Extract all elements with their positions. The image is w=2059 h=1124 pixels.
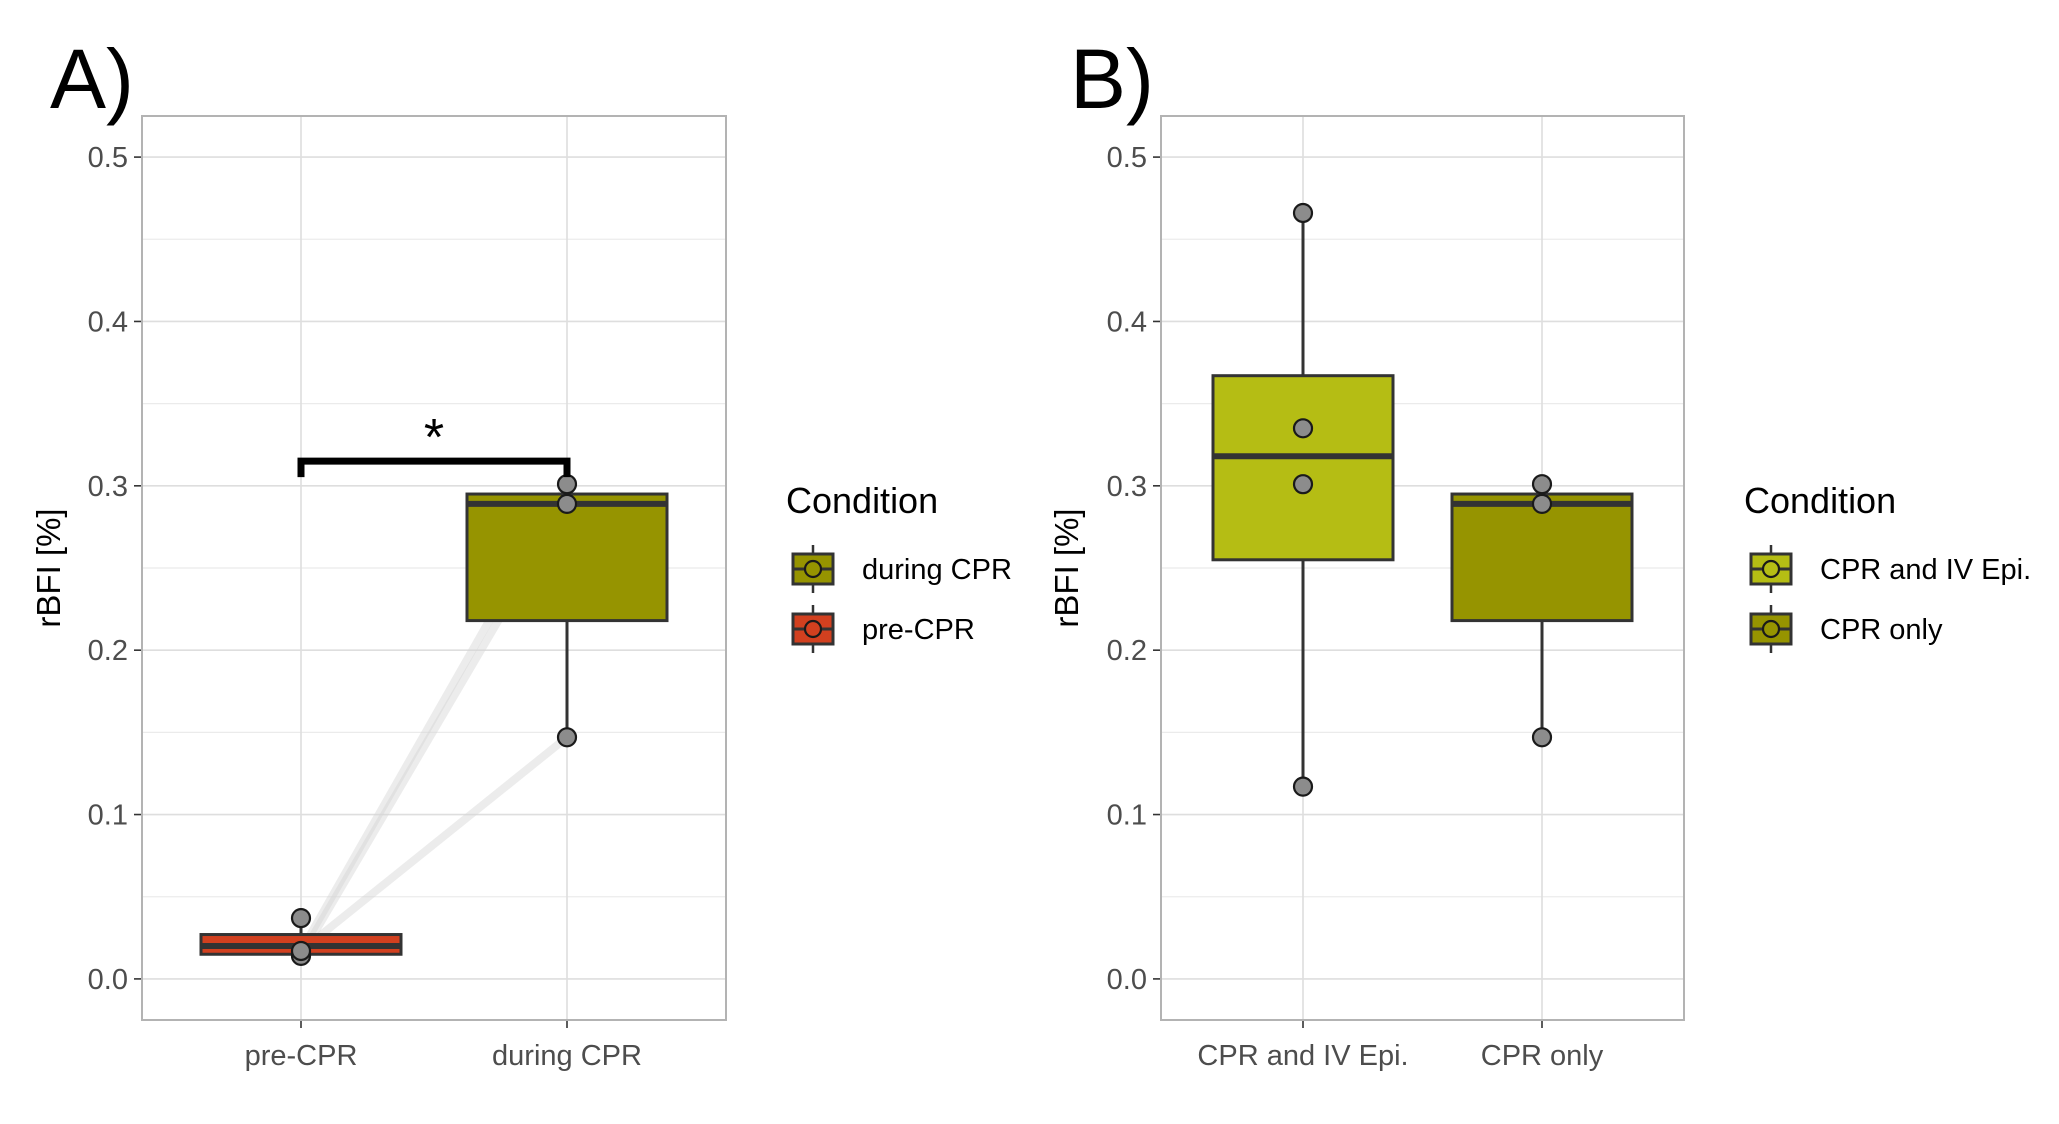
y-tick-label: 0.3 (88, 471, 128, 503)
y-tick-label: 0.3 (1107, 471, 1147, 503)
panel-tag: A) (50, 32, 134, 126)
y-tick-label: 0.1 (88, 800, 128, 832)
chart-panel-b: B) 0.0 0.1 0.2 0.3 0.4 0.5 CPR and IV Epi. CPR o… (1048, 32, 2031, 1072)
box (1450, 492, 1634, 623)
x-tick-label: pre-CPR (245, 1040, 358, 1072)
legend-key-point (803, 619, 823, 639)
legend-key-point (1761, 619, 1781, 639)
data-point (1292, 474, 1314, 495)
y-tick-label: 0.5 (88, 142, 128, 174)
panel-tag: B) (1070, 32, 1154, 126)
y-tick-label: 0.4 (1107, 306, 1147, 338)
legend-key-point (1761, 559, 1781, 579)
panel-border (1160, 115, 1685, 1021)
y-tick-label: 0.1 (1107, 800, 1147, 832)
legend-item-label: CPR and IV Epi. (1820, 554, 2031, 586)
paired-line (297, 733, 571, 955)
significance-bracket (297, 457, 571, 478)
data-point (556, 474, 578, 495)
x-tick-label: CPR and IV Epi. (1197, 1040, 1408, 1072)
y-tick-label: 0.0 (88, 964, 128, 996)
data-point (1531, 474, 1553, 495)
y-axis-title: rBFI [%] (1048, 508, 1085, 627)
chart-panel-a: A) 0.0 0.1 0.2 0.3 0.4 0.5 pre-CPR during CPR rBF… (30, 32, 1012, 1072)
data-point (290, 907, 312, 929)
legend-key-point (803, 559, 823, 579)
legend: Condition CPR and IV Epi. CPR only (1744, 480, 2031, 653)
box (465, 492, 669, 623)
legend-title: Condition (786, 480, 938, 521)
legend-item-label: during CPR (862, 554, 1012, 586)
data-point (556, 727, 578, 748)
panel-border (141, 115, 727, 1021)
data-point (1292, 418, 1314, 439)
legend-title: Condition (1744, 480, 1896, 521)
y-tick-label: 0.2 (88, 635, 128, 667)
y-tick-label: 0.5 (1107, 142, 1147, 174)
legend: Condition during CPR pre-CPR (786, 480, 1012, 653)
data-point (1292, 202, 1314, 224)
x-tick-label: CPR only (1481, 1040, 1604, 1072)
data-point (1531, 727, 1553, 748)
data-point (290, 940, 312, 962)
data-point (1292, 776, 1314, 797)
legend-item-label: pre-CPR (862, 614, 975, 646)
data-point (1531, 493, 1553, 514)
data-point (556, 493, 578, 514)
x-tick-label: during CPR (492, 1040, 642, 1072)
y-tick-label: 0.2 (1107, 635, 1147, 667)
y-tick-label: 0.0 (1107, 964, 1147, 996)
significance-star: * (424, 409, 444, 467)
box (1211, 374, 1395, 562)
y-tick-label: 0.4 (88, 306, 128, 338)
y-axis-title: rBFI [%] (30, 508, 67, 627)
legend-item-label: CPR only (1820, 614, 1943, 646)
